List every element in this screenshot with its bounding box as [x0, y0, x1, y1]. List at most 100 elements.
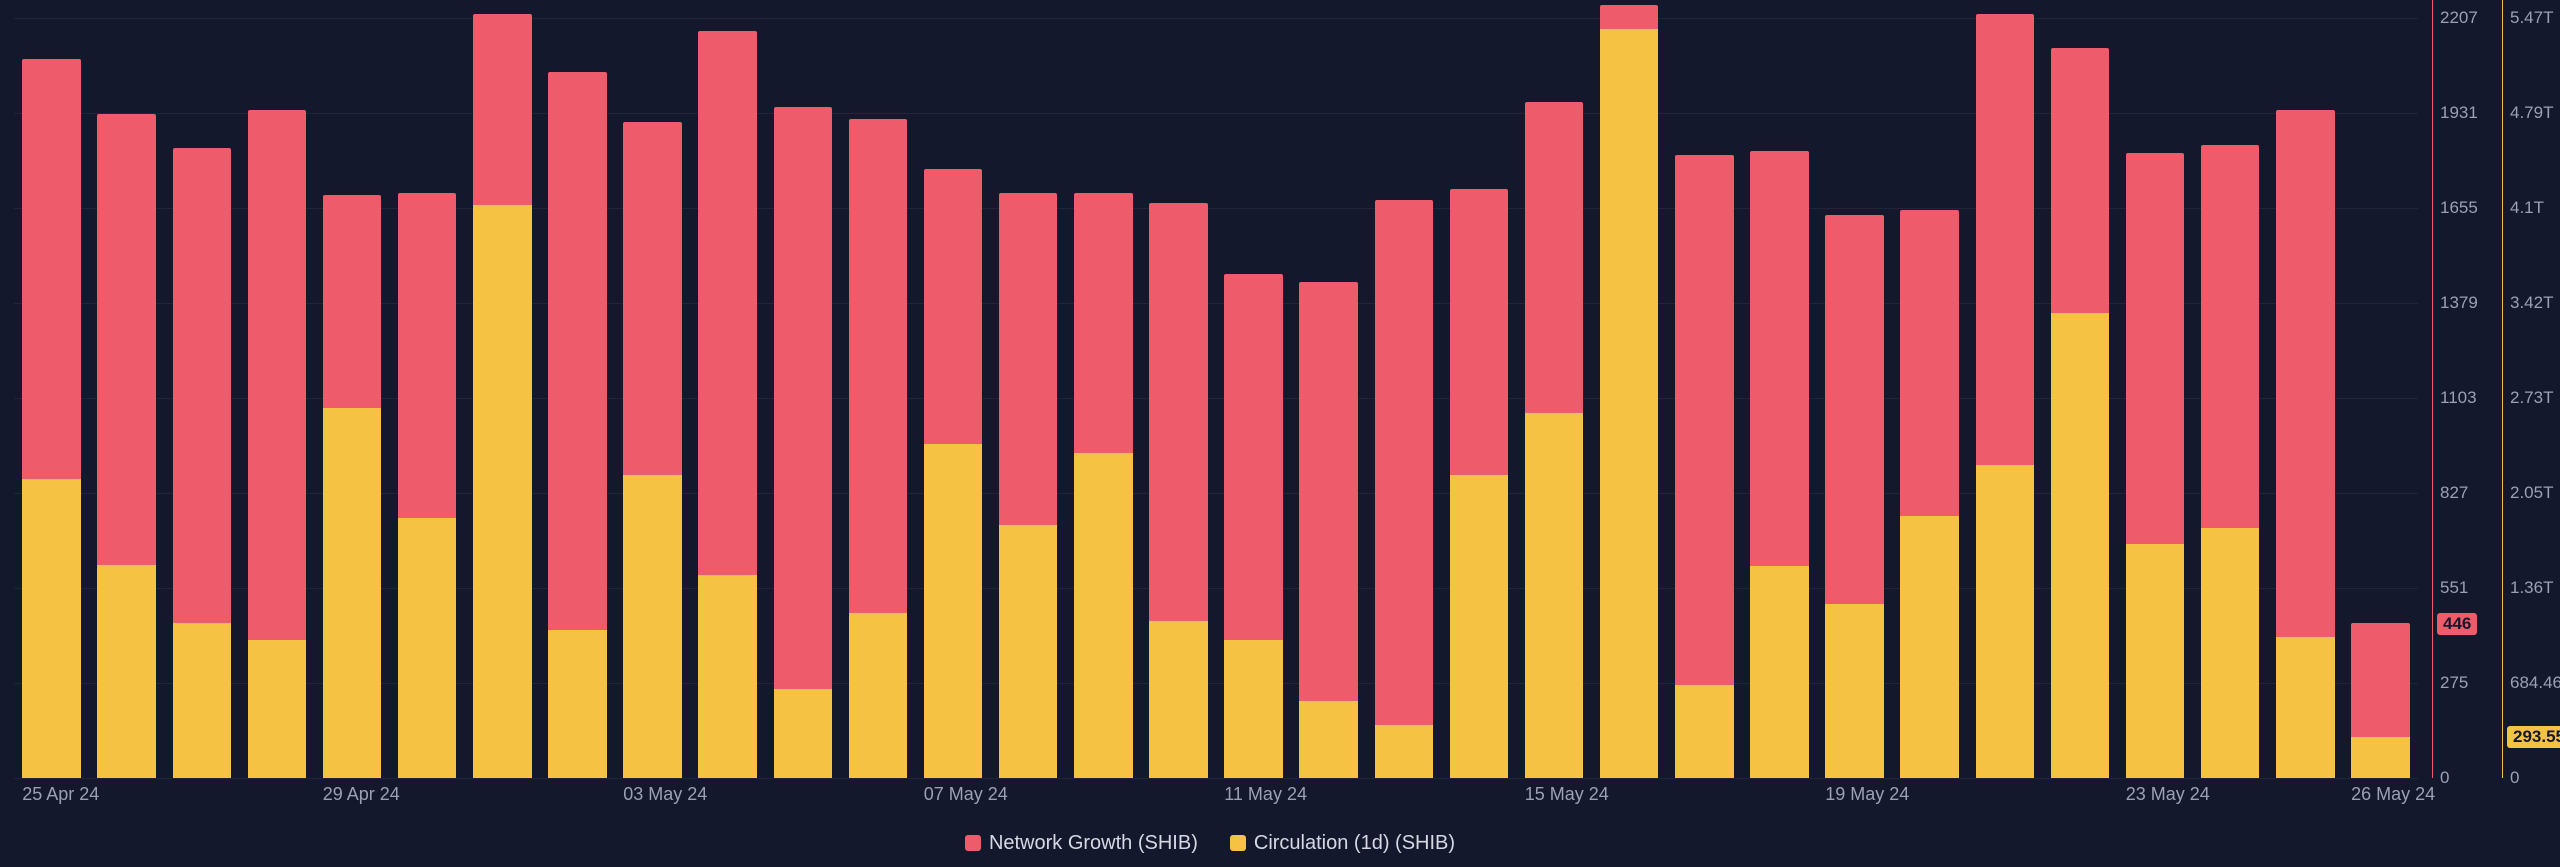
legend-item[interactable]: Circulation (1d) (SHIB)	[1230, 832, 1455, 855]
bar[interactable]	[548, 72, 607, 778]
bar[interactable]	[2051, 48, 2110, 778]
x-axis-label: 26 May 24	[2351, 784, 2435, 805]
bar-segment-network-growth	[323, 195, 382, 408]
bar-segment-circulation	[623, 475, 682, 778]
bar-segment-circulation	[924, 444, 983, 778]
bar-segment-network-growth	[999, 193, 1058, 525]
bar[interactable]	[1375, 200, 1434, 778]
y-axis-tick: 0	[2440, 768, 2449, 788]
bar[interactable]	[1976, 14, 2035, 778]
y-axis-tick: 275	[2440, 673, 2468, 693]
bar-segment-network-growth	[2126, 153, 2185, 544]
y-axis-tick: 5.47T	[2510, 8, 2553, 28]
y-axis-tick: 1379	[2440, 293, 2478, 313]
bar-segment-circulation	[1224, 640, 1283, 778]
bar-segment-circulation	[473, 205, 532, 778]
bar[interactable]	[323, 195, 382, 779]
bar[interactable]	[2351, 623, 2410, 778]
bar[interactable]	[2201, 145, 2260, 778]
bar[interactable]	[999, 193, 1058, 778]
bar[interactable]	[22, 59, 81, 778]
x-axis-label: 23 May 24	[2126, 784, 2210, 805]
bar-segment-network-growth	[1976, 14, 2035, 465]
y-axis-tick: 4.1T	[2510, 198, 2544, 218]
bar-segment-network-growth	[248, 110, 307, 640]
chart-legend: Network Growth (SHIB) Circulation (1d) (S…	[0, 832, 2420, 855]
bar-segment-circulation	[1900, 516, 1959, 778]
y-axis-tick: 2.73T	[2510, 388, 2553, 408]
y-axis-tick: 551	[2440, 578, 2468, 598]
y-axis-tick: 1.36T	[2510, 578, 2553, 598]
bar[interactable]	[1299, 282, 1358, 778]
bar[interactable]	[248, 110, 307, 778]
shib-stacked-bar-chart: 25 Apr 2429 Apr 2403 May 2407 May 2411 M…	[0, 0, 2560, 867]
y-axis-tick: 684.46B	[2510, 673, 2560, 693]
bar-segment-circulation	[2051, 313, 2110, 778]
bar-segment-circulation	[1976, 465, 2035, 778]
bar-segment-circulation	[849, 613, 908, 778]
x-axis-label: 25 Apr 24	[22, 784, 99, 805]
bar-segment-circulation	[1299, 701, 1358, 778]
bar-segment-network-growth	[1675, 155, 1734, 685]
bar-segment-network-growth	[1375, 200, 1434, 725]
legend-label: Network Growth (SHIB)	[989, 832, 1198, 854]
bar-segment-network-growth	[398, 193, 457, 518]
y-axis-current-badge: 446	[2437, 613, 2477, 635]
y-axis-current-badge: 293.55B	[2507, 726, 2560, 748]
bar-segment-network-growth	[774, 107, 833, 689]
bar-segment-circulation	[1450, 475, 1509, 778]
y-axis-circulation	[2502, 0, 2503, 778]
grid-line	[14, 18, 2418, 19]
bar[interactable]	[1525, 102, 1584, 778]
bar-segment-network-growth	[924, 169, 983, 444]
bar[interactable]	[1900, 210, 1959, 778]
bar-segment-circulation	[698, 575, 757, 778]
x-axis-label: 19 May 24	[1825, 784, 1909, 805]
bar[interactable]	[698, 31, 757, 778]
bar-segment-circulation	[97, 565, 156, 778]
bar-segment-network-growth	[1224, 274, 1283, 641]
bar[interactable]	[2126, 153, 2185, 778]
bar-segment-circulation	[2126, 544, 2185, 778]
bar-segment-circulation	[774, 689, 833, 779]
y-axis-tick: 1655	[2440, 198, 2478, 218]
y-axis-network-growth	[2432, 0, 2433, 778]
bar[interactable]	[1675, 155, 1734, 778]
bar-segment-network-growth	[1750, 151, 1809, 566]
bar-segment-circulation	[1375, 725, 1434, 778]
bar-segment-network-growth	[698, 31, 757, 575]
bar[interactable]	[623, 122, 682, 778]
bar[interactable]	[173, 148, 232, 778]
bar-segment-circulation	[1750, 566, 1809, 778]
legend-label: Circulation (1d) (SHIB)	[1254, 832, 1455, 854]
bar-segment-network-growth	[1450, 189, 1509, 475]
bar[interactable]	[398, 193, 457, 778]
x-axis-label: 03 May 24	[623, 784, 707, 805]
bar-segment-network-growth	[2201, 145, 2260, 529]
bar[interactable]	[1600, 5, 1659, 778]
bar[interactable]	[1074, 193, 1133, 778]
legend-item[interactable]: Network Growth (SHIB)	[965, 832, 1198, 855]
bar[interactable]	[2276, 110, 2335, 778]
bar-segment-network-growth	[2051, 48, 2110, 313]
bar-segment-circulation	[999, 525, 1058, 778]
bar-segment-network-growth	[173, 148, 232, 623]
bar-segment-circulation	[1675, 685, 1734, 778]
bar-segment-circulation	[173, 623, 232, 778]
bar[interactable]	[924, 169, 983, 778]
bar[interactable]	[1750, 151, 1809, 778]
bar-segment-circulation	[22, 479, 81, 778]
x-axis-label: 29 Apr 24	[323, 784, 400, 805]
x-axis-label: 11 May 24	[1224, 784, 1307, 805]
bar[interactable]	[1825, 215, 1884, 778]
bar[interactable]	[849, 119, 908, 778]
bar[interactable]	[97, 114, 156, 778]
bar[interactable]	[1450, 189, 1509, 778]
y-axis-tick: 3.42T	[2510, 293, 2553, 313]
bar[interactable]	[473, 14, 532, 778]
bar[interactable]	[774, 107, 833, 778]
bar[interactable]	[1149, 203, 1208, 778]
bar[interactable]	[1224, 274, 1283, 778]
bar-segment-network-growth	[1600, 5, 1659, 29]
bar-segment-circulation	[2201, 528, 2260, 778]
